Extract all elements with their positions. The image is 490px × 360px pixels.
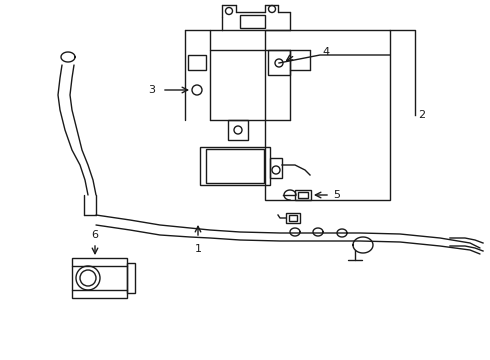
Bar xyxy=(265,30,390,200)
Bar xyxy=(127,263,135,293)
Text: 2: 2 xyxy=(418,110,425,120)
Text: 1: 1 xyxy=(195,244,201,254)
Bar xyxy=(268,50,290,75)
Bar xyxy=(200,147,270,185)
Bar xyxy=(295,190,311,200)
Bar xyxy=(286,213,300,223)
Text: 6: 6 xyxy=(92,230,98,240)
Text: 3: 3 xyxy=(148,85,155,95)
Bar xyxy=(72,258,127,298)
Bar xyxy=(270,158,282,178)
Bar xyxy=(228,120,248,140)
Text: 5: 5 xyxy=(333,190,340,200)
Bar xyxy=(206,149,264,183)
Text: 4: 4 xyxy=(322,47,329,57)
Bar xyxy=(289,215,297,221)
Bar xyxy=(240,15,265,28)
Bar xyxy=(188,55,206,70)
Bar xyxy=(298,192,308,198)
